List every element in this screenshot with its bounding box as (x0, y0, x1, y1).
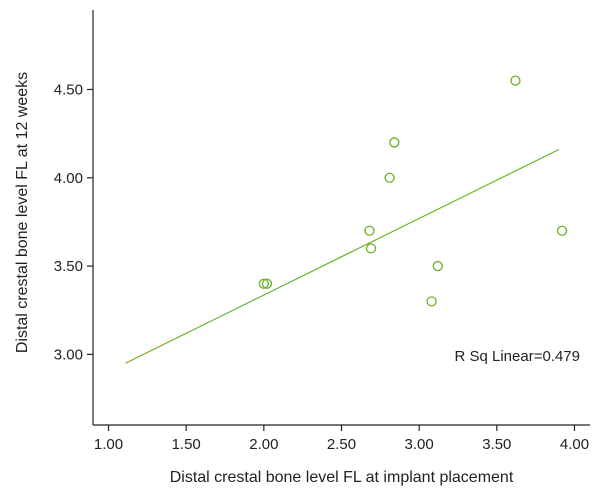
x-axis-title: Distal crestal bone level FL at implant … (170, 469, 514, 486)
x-tick-label: 4.00 (560, 436, 589, 453)
x-tick-label: 1.00 (94, 436, 123, 453)
r-squared-annotation: R Sq Linear=0.479 (454, 348, 580, 365)
data-point (258, 278, 269, 289)
data-points (258, 75, 568, 307)
data-point (364, 225, 375, 236)
x-tick-label: 1.50 (172, 436, 201, 453)
data-point (426, 296, 437, 307)
y-axis: 3.00 3.50 4.00 4.50 (54, 10, 94, 425)
x-axis: 1.00 1.50 2.00 2.50 3.00 3.50 4.00 (93, 424, 590, 453)
data-point (389, 137, 400, 148)
y-axis-title: Distal crestal bone level FL at 12 weeks (14, 72, 31, 353)
data-point (261, 278, 273, 289)
data-point (556, 225, 568, 236)
data-point (510, 75, 521, 86)
y-tick-label: 3.50 (54, 258, 83, 275)
data-point (365, 243, 377, 254)
regression-line (125, 148, 560, 364)
x-tick-label: 2.00 (249, 436, 278, 453)
x-tick-label: 3.50 (482, 436, 511, 453)
x-tick-label: 2.50 (327, 436, 356, 453)
data-point (432, 260, 443, 272)
y-tick-label: 4.50 (54, 81, 83, 98)
data-point (384, 172, 395, 183)
y-tick-label: 3.00 (54, 346, 83, 363)
fit-line-layer (125, 148, 560, 364)
x-tick-label: 3.00 (405, 436, 434, 453)
y-tick-label: 4.00 (54, 170, 83, 187)
